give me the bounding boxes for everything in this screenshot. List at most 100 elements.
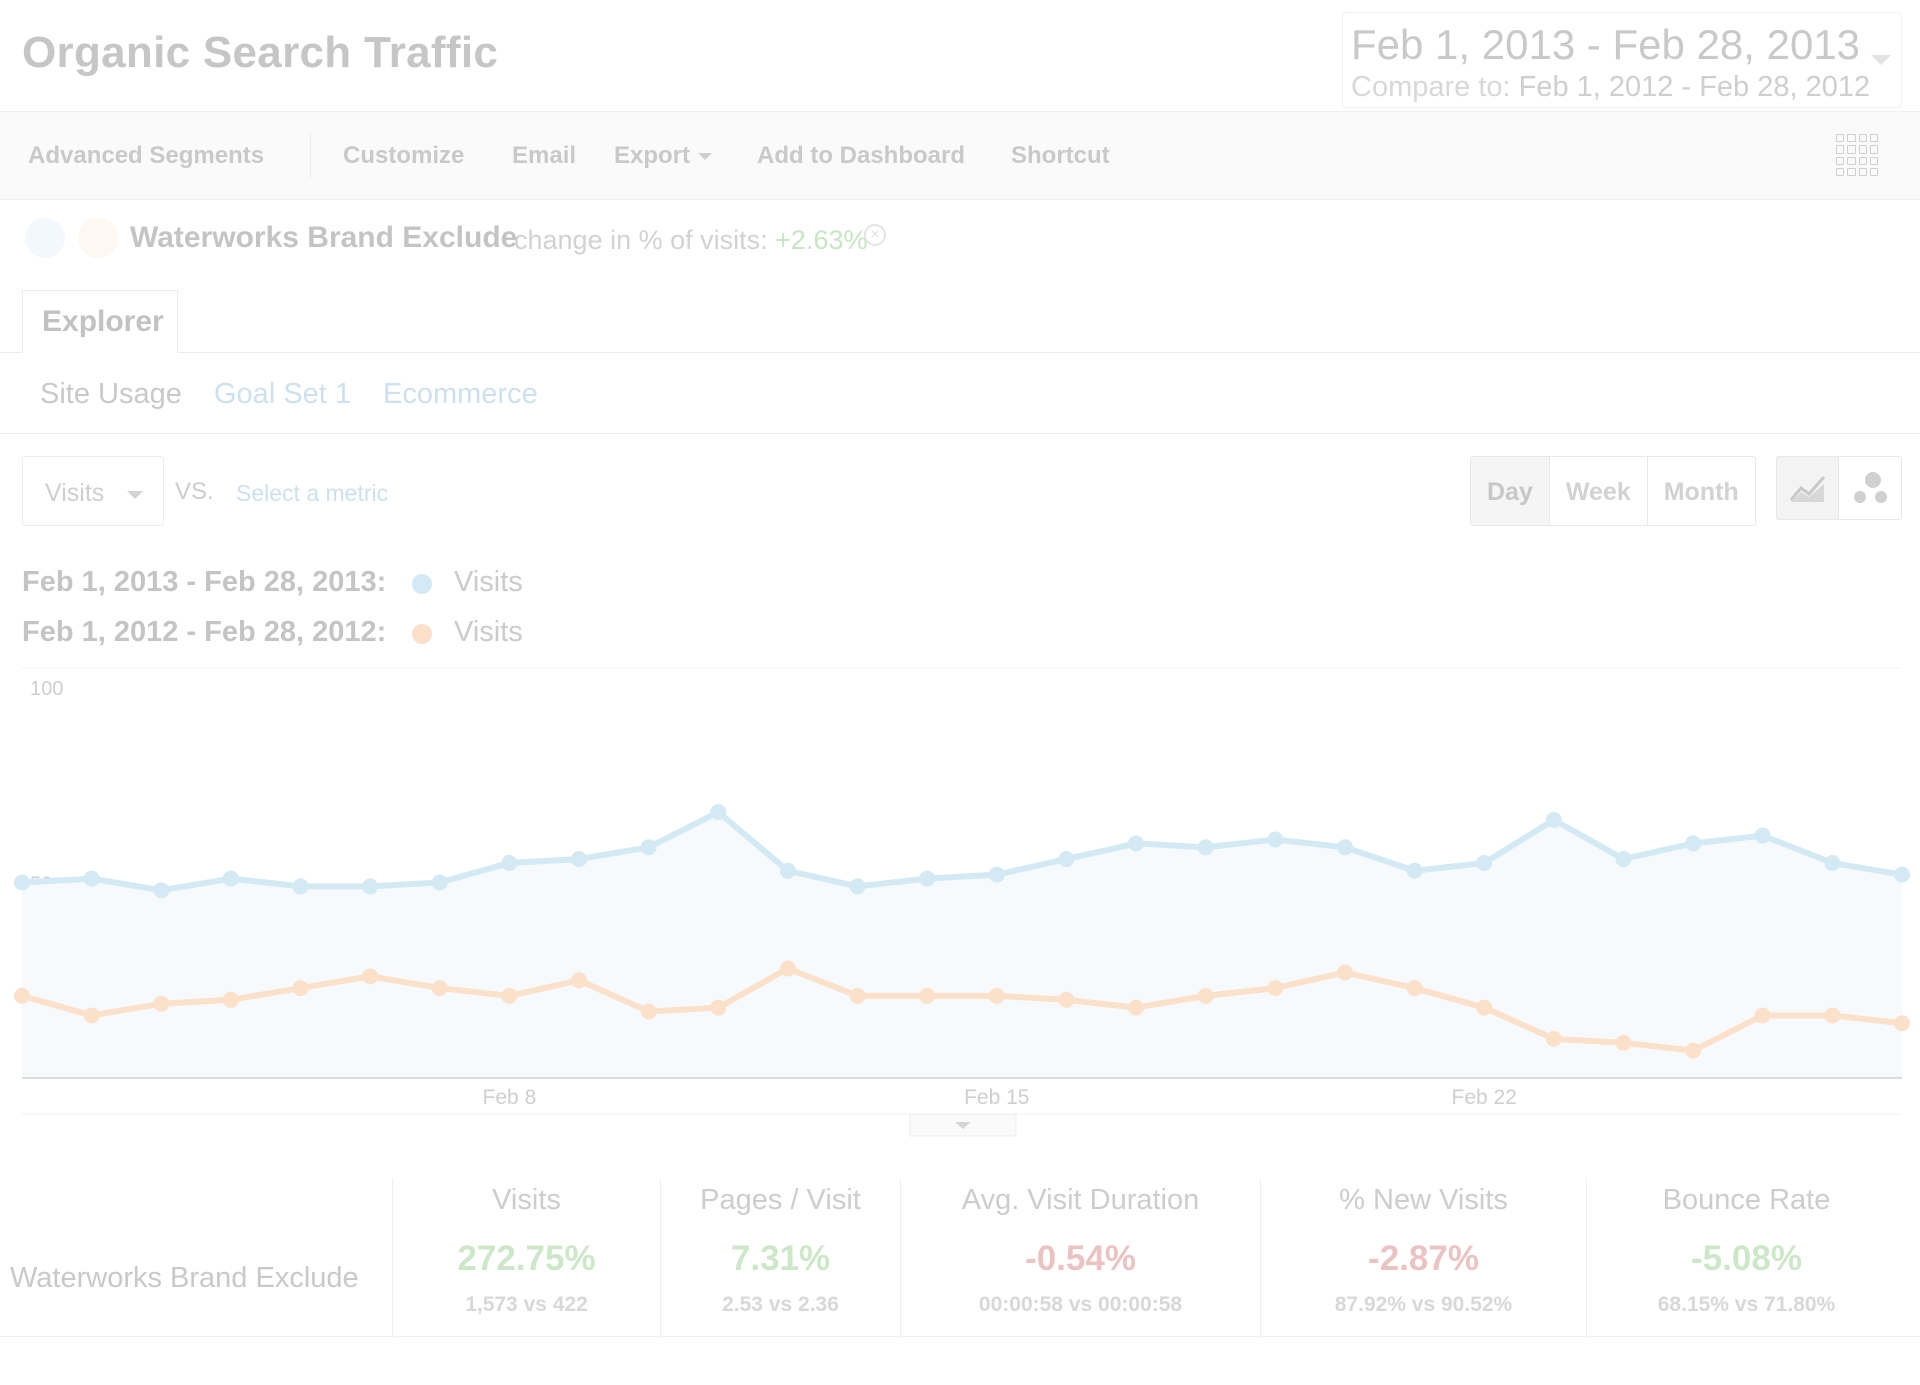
period-day-button[interactable]: Day <box>1471 457 1549 525</box>
segment-color-icon <box>25 218 65 258</box>
segment-change-value: +2.63% <box>775 225 868 255</box>
series-0-point <box>849 878 866 895</box>
toolbar-divider <box>310 132 311 178</box>
x-tick-label: Feb 22 <box>1452 1086 1517 1109</box>
subtab-ecommerce[interactable]: Ecommerce <box>383 378 538 410</box>
shortcut-button[interactable]: Shortcut <box>1011 142 1110 169</box>
select-metric-link[interactable]: Select a metric <box>236 480 389 506</box>
metric-name: Visits <box>492 1184 561 1216</box>
series-0-point <box>1754 827 1771 844</box>
page-title: Organic Search Traffic <box>22 28 499 77</box>
series-1-point <box>1685 1042 1702 1059</box>
series-0-point <box>919 870 936 887</box>
series-0-point <box>1406 862 1423 879</box>
chevron-down-icon[interactable] <box>1871 55 1891 65</box>
chevron-down-icon <box>127 491 143 499</box>
series-0-point <box>431 874 448 891</box>
series-0-point <box>1545 811 1562 828</box>
report-toolbar: Advanced Segments Customize Email Export… <box>0 112 1920 200</box>
explorer-subtabs: Site Usage Goal Set 1 Ecommerce <box>0 372 1920 434</box>
series-1-point <box>849 987 866 1004</box>
segment-name: Waterworks Brand Exclude <box>130 221 518 254</box>
date-range-text: Feb 1, 2013 - Feb 28, 2013 <box>1351 21 1861 68</box>
metric-change: -5.08% <box>1691 1239 1802 1278</box>
legend-dot-icon <box>412 574 432 594</box>
metric-pages-per-visit: Pages / Visit 7.31% 2.53 vs 2.36 <box>660 1178 900 1338</box>
chart-type-toggle <box>1776 456 1902 520</box>
series-0-point <box>1894 866 1910 883</box>
series-1-point <box>1406 980 1423 997</box>
add-to-dashboard-button[interactable]: Add to Dashboard <box>757 142 965 169</box>
series-1-point <box>1754 1007 1771 1024</box>
series-0-point <box>1267 831 1284 848</box>
series-1-point <box>1336 964 1353 981</box>
series-0-point <box>1476 854 1493 871</box>
export-button[interactable]: Export <box>614 142 713 170</box>
close-icon[interactable]: × <box>864 224 886 246</box>
series-0-point <box>501 854 518 871</box>
legend-series-name: Visits <box>454 616 523 648</box>
segment-row: Waterworks Brand Exclude change in % of … <box>0 210 1920 264</box>
summary-row-name: Waterworks Brand Exclude <box>10 1262 359 1294</box>
series-1-point <box>710 999 727 1016</box>
legend-series-name: Visits <box>454 566 523 598</box>
metric-change: -0.54% <box>1025 1239 1136 1278</box>
series-1-point <box>1197 987 1214 1004</box>
segment-color-icon <box>78 218 118 258</box>
metric-name: Bounce Rate <box>1662 1184 1831 1216</box>
series-1-point <box>571 972 588 989</box>
series-0-point <box>292 878 309 895</box>
series-0-point <box>362 878 379 895</box>
period-toggle: Day Week Month <box>1470 456 1756 526</box>
metric-name: Avg. Visit Duration <box>961 1184 1200 1216</box>
series-0-point <box>1685 835 1702 852</box>
compare-range-text: Feb 1, 2012 - Feb 28, 2012 <box>1518 71 1871 103</box>
metric-compare: 2.53 vs 2.36 <box>722 1293 839 1316</box>
chevron-down-icon <box>955 1122 971 1129</box>
legend-dot-icon <box>412 624 432 644</box>
x-tick-label: Feb 8 <box>483 1086 537 1109</box>
subtab-goal-set-1[interactable]: Goal Set 1 <box>214 378 352 410</box>
metric-visits: Visits 272.75% 1,573 vs 422 <box>392 1178 660 1338</box>
segment-change: change in % of visits: +2.63% <box>514 225 867 256</box>
series-0-point <box>222 870 239 887</box>
customize-button[interactable]: Customize <box>343 142 465 169</box>
series-1-point <box>1824 1007 1841 1024</box>
line-chart-button[interactable] <box>1777 457 1840 519</box>
tab-explorer[interactable]: Explorer <box>22 290 178 353</box>
motion-chart-button[interactable] <box>1839 457 1901 519</box>
series-0-area <box>22 812 1902 1078</box>
legend-range: Feb 1, 2013 - Feb 28, 2013: <box>22 566 387 598</box>
grid-icon[interactable] <box>1836 134 1878 176</box>
advanced-segments-button[interactable]: Advanced Segments <box>28 142 265 169</box>
series-1-point <box>362 968 379 985</box>
series-0-point <box>1336 839 1353 856</box>
metric-change: 272.75% <box>457 1239 596 1278</box>
series-1-point <box>431 980 448 997</box>
x-tick-label: Feb 15 <box>964 1086 1029 1109</box>
series-1-point <box>292 980 309 997</box>
metric-selector[interactable]: Visits <box>22 456 164 526</box>
line-chart-icon <box>1789 476 1825 502</box>
series-1-line <box>21 965 1903 1054</box>
series-1-point <box>222 991 239 1008</box>
metric-change: -2.87% <box>1368 1239 1479 1278</box>
metric-name: % New Visits <box>1339 1184 1508 1216</box>
series-1-point <box>501 987 518 1004</box>
email-button[interactable]: Email <box>512 142 577 169</box>
period-month-button[interactable]: Month <box>1646 457 1755 525</box>
metric-selector-label: Visits <box>45 479 105 507</box>
metric-compare: 68.15% vs 71.80% <box>1657 1293 1836 1316</box>
vs-label: VS. <box>175 478 214 505</box>
metric-bounce-rate: Bounce Rate -5.08% 68.15% vs 71.80% <box>1586 1178 1906 1338</box>
series-0-point <box>640 839 657 856</box>
date-range-picker[interactable]: Feb 1, 2013 - Feb 28, 2013 Compare to: F… <box>1342 12 1902 108</box>
period-week-button[interactable]: Week <box>1548 457 1647 525</box>
series-1-point <box>83 1007 100 1024</box>
series-0-point <box>988 866 1005 883</box>
series-0-point <box>83 870 100 887</box>
subtab-site-usage[interactable]: Site Usage <box>40 378 182 410</box>
metric-avg-visit-duration: Avg. Visit Duration -0.54% 00:00:58 vs 0… <box>900 1178 1260 1338</box>
y-tick-label: 100 <box>30 678 63 700</box>
metric-compare: 1,573 vs 422 <box>465 1293 588 1316</box>
